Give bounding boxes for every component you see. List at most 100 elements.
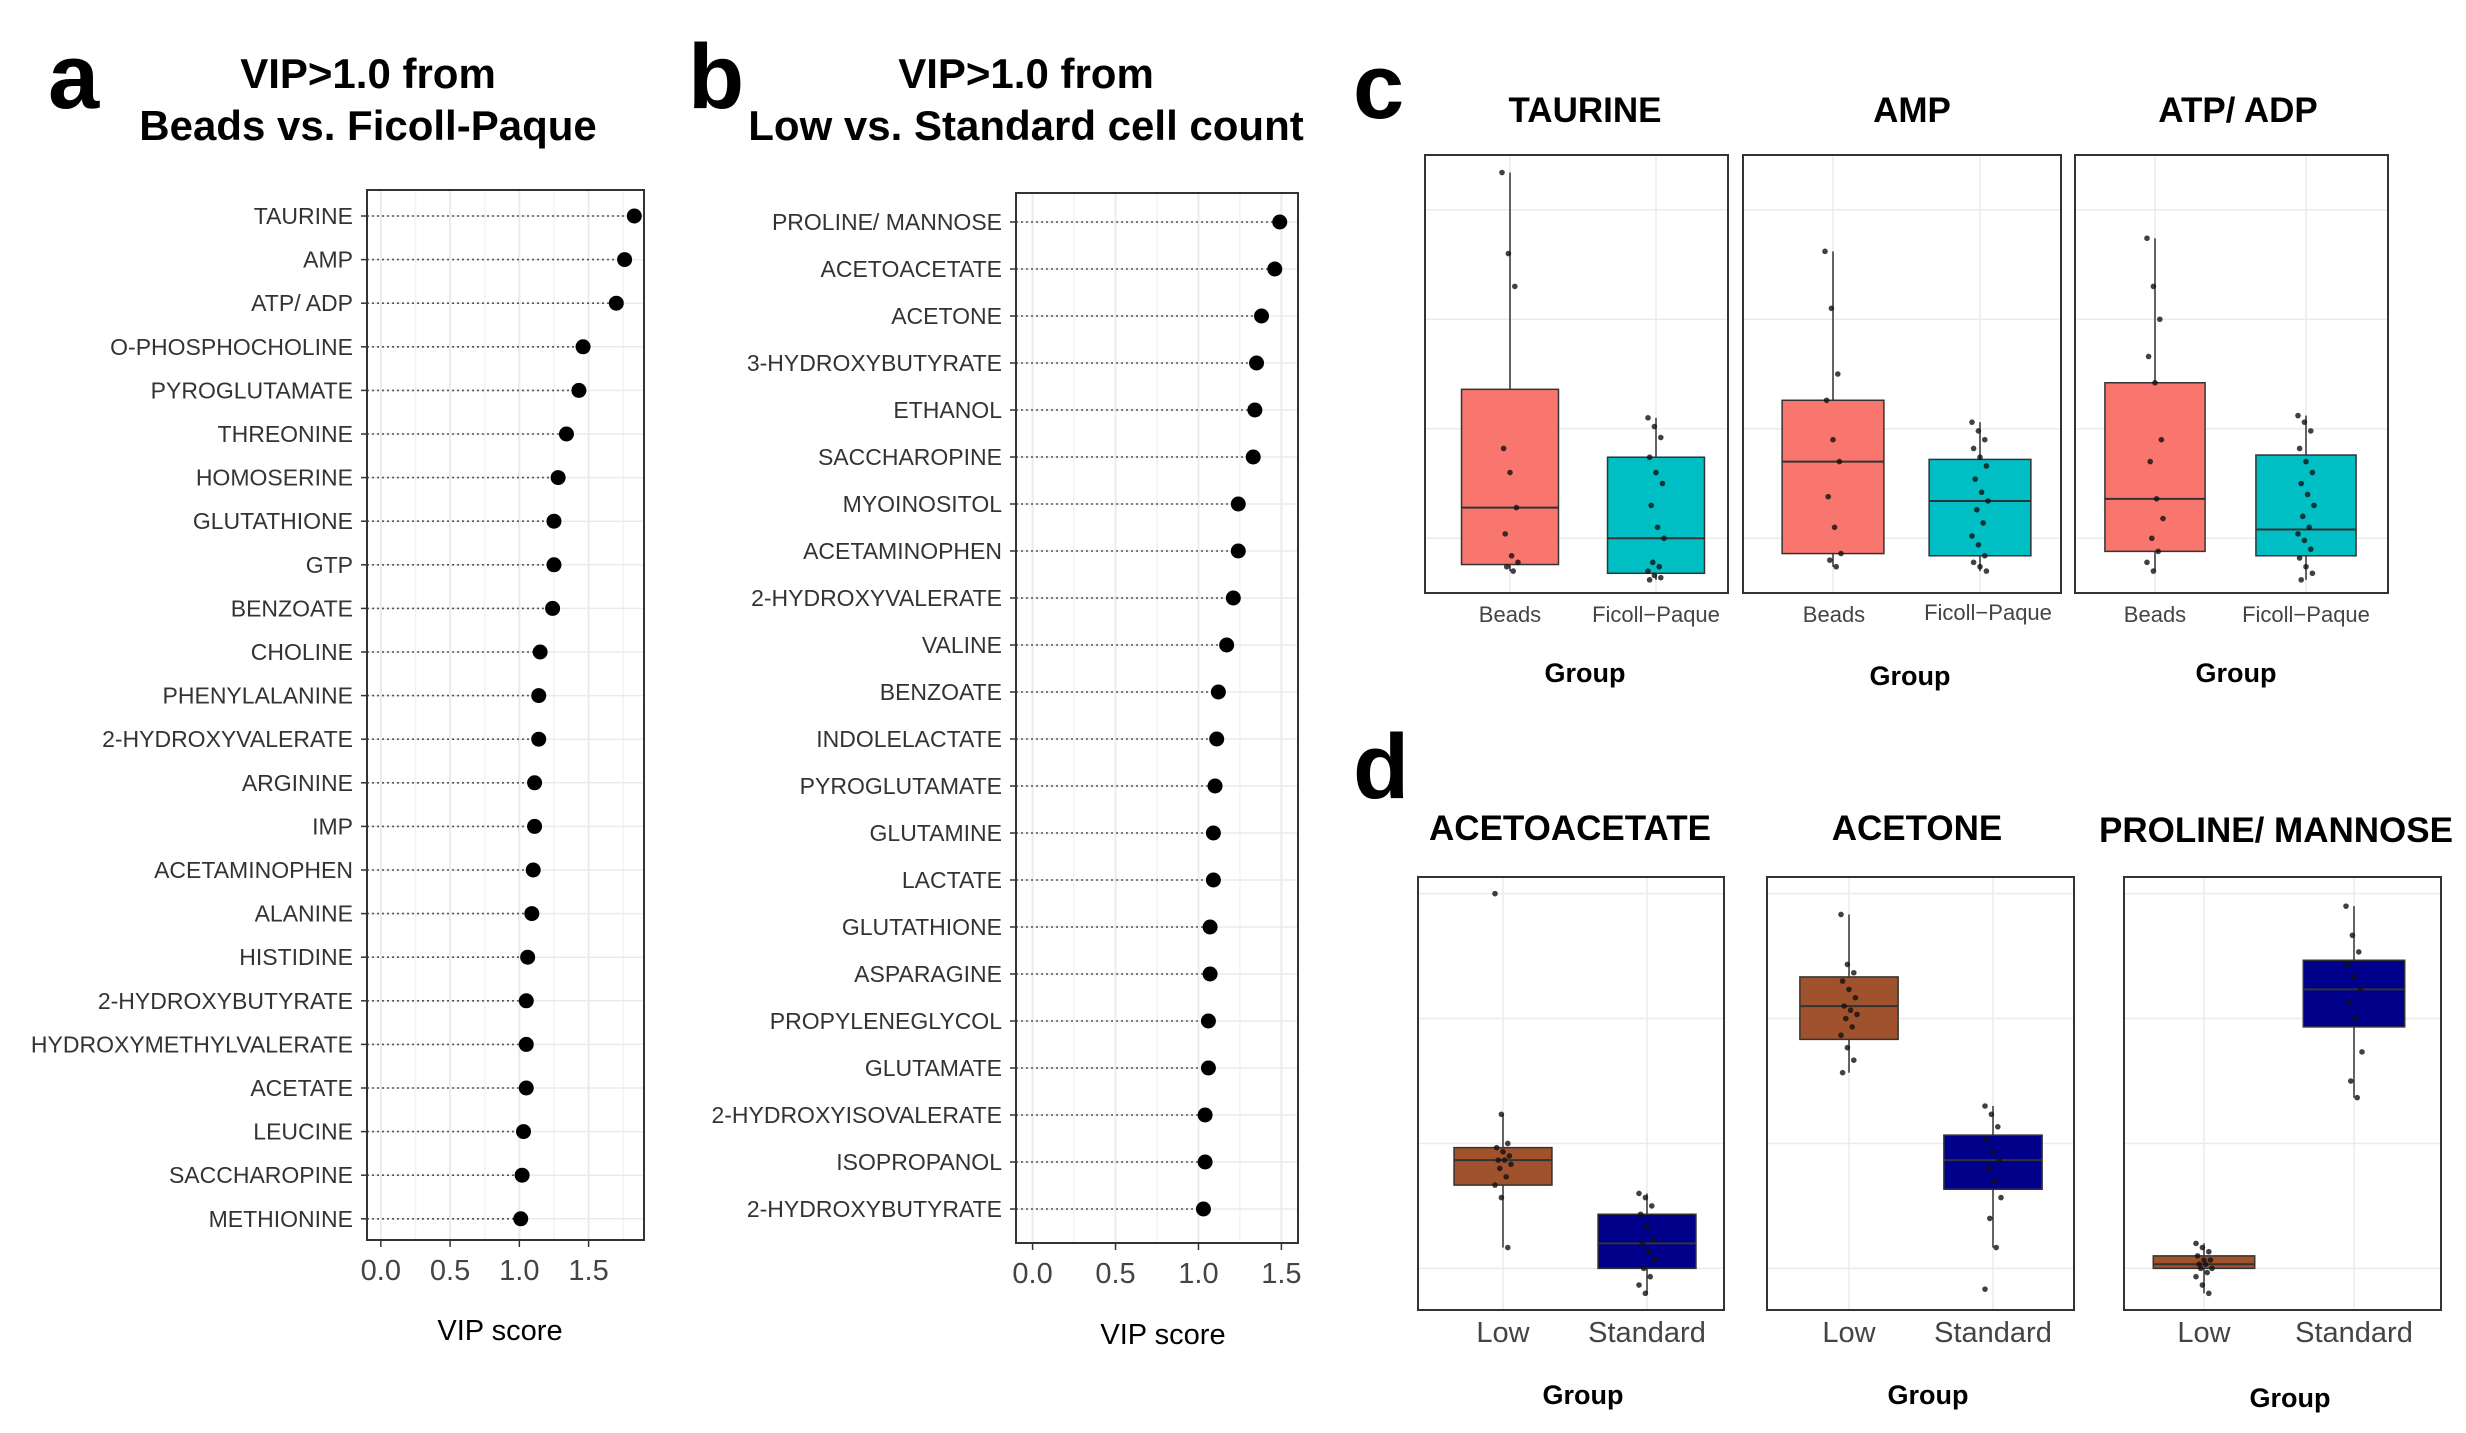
panel-c-0-point [1499,169,1505,176]
panel-b-xtick-label: 1.0 [1178,1258,1218,1290]
panel-c-0-plot [1424,154,1729,594]
panel-c-0-point [1500,445,1507,452]
panel-b-category-label: ASPARAGINE [854,961,1002,987]
panel-c-1-box [1781,399,1885,555]
panel-b-point [1245,449,1261,465]
panel-c-2-point [2309,469,2316,476]
panel-b-xtick-label: 1.5 [1261,1258,1301,1290]
panel-c-amp-xlabel: Group [1870,661,1951,691]
panel-b-point [1197,1154,1213,1170]
panel-b-point [1202,919,1218,935]
panel-c-0-point [1515,559,1521,566]
panel-d-acetoacetate-tick-standard: Standard [1588,1317,1706,1349]
panel-d-2-plot [2123,876,2442,1311]
panel-d-1-point [1851,1057,1857,1063]
panel-a-point [531,688,547,704]
panel-b-point [1195,1201,1211,1217]
panel-d-1-point [1838,911,1844,918]
panel-c-0-point [1646,577,1653,583]
panel-c-2-plot [2074,154,2389,594]
panel-b-category-label: 2-HYDROXYISOVALERATE [711,1102,1002,1128]
panel-c-1-point [1833,563,1839,570]
panel-d-0-panel-border [1417,876,1725,1311]
panel-b-category-label: INDOLELACTATE [816,726,1002,752]
panel-d-0-point [1506,1153,1513,1159]
panel-c-1-point [1982,552,1988,559]
panel-d-2-point [2356,949,2362,955]
panel-c-0-point [1513,504,1520,511]
panel-d-1-point [1987,1215,1993,1222]
panel-c-2-point [2152,379,2158,386]
panel-c-1-point [1975,542,1982,548]
panel-d-2-point [2207,1257,2214,1263]
panel-b-category-label: LACTATE [902,867,1002,893]
panel-c-0-box [1606,456,1706,575]
panel-d-1-point [1844,961,1851,968]
panel-a-point [617,252,633,268]
panel-b-point [1202,966,1218,982]
panel-d-1-point [1988,1111,1995,1118]
panel-c-2-point [2158,436,2165,443]
panel-d-0-point [1642,1290,1649,1297]
panel-b-plot: PROLINE/ MANNOSE ACETOACETATE ACETONE 3-HYD… [711,192,1302,1290]
panel-b-category-label: GLUTAMINE [870,820,1002,846]
panel-d-2-point [2354,1094,2360,1101]
panel-b-point [1209,731,1225,747]
panel-b-category-label: ETHANOL [893,397,1002,423]
panel-d-1-point [1983,1136,1990,1143]
panel-c-1-plot [1742,154,2062,594]
panel-d-0-point [1497,1165,1503,1172]
panel-a-category-label: 2-HYDROXYBUTYRATE [98,988,353,1014]
panel-a-point [518,993,534,1009]
panel-d-1-point [1851,969,1857,976]
panel-a-category-label: PYROGLUTAMATE [151,377,353,403]
panel-letter-d: d [1353,716,1409,818]
panel-c-2-point [2308,428,2314,434]
panel-a-category-label: AMP [303,247,353,273]
panel-b-point [1267,261,1283,277]
panel-b-point [1205,825,1221,841]
panel-a-category-label: HYDROXYMETHYLVALERATE [31,1031,353,1057]
panel-d-0-point [1498,1194,1505,1201]
panel-d-acetone-tick-low: Low [1822,1317,1876,1349]
panel-b-point [1200,1013,1216,1029]
panel-b-point [1225,590,1241,606]
panel-a-category-label: PHENYLALANINE [163,683,353,709]
panel-a-title-line2: Beads vs. Ficoll-Paque [139,102,597,149]
panel-b-category-label: 2-HYDROXYBUTYRATE [747,1196,1002,1222]
panel-d-0-point [1644,1223,1650,1230]
panel-c-0-point [1651,423,1658,430]
panel-c-1-point [1830,436,1836,443]
panel-c-1-point [1825,493,1831,500]
panel-c-1-panel-border [1742,154,2062,594]
panel-d-2-point [2352,1015,2359,1022]
panel-c-amp-tick-beads: Beads [1803,602,1865,627]
panel-b-category-label: VALINE [922,632,1002,658]
panel-c-2-point [2153,496,2160,502]
panel-a-category-label: O-PHOSPHOCHOLINE [110,334,353,360]
panel-d-1-point [1991,1178,1998,1184]
panel-a-point [545,600,561,616]
panel-a-category-label: IMP [312,813,353,839]
panel-c-0-point [1510,568,1516,574]
panel-c-2-point [2303,563,2309,570]
panel-c-1-point [1828,305,1835,312]
panel-a-point [527,818,543,834]
panel-d-0-point [1498,1111,1505,1118]
panel-c-0-point [1661,535,1667,542]
panel-letter-c: c [1353,36,1404,138]
panel-b-panel-border [1015,192,1299,1244]
panel-b-point [1205,872,1221,888]
panel-d-2-point [2359,1049,2365,1055]
panel-a-category-label: HISTIDINE [239,944,353,970]
panel-d-0-point [1642,1194,1649,1201]
panel-c-0-point [1654,524,1661,531]
panel-c-2-point [2296,445,2303,452]
panel-b-point [1197,1107,1213,1123]
panel-c-1-point [1983,568,1990,574]
panel-d-proline-tick-standard: Standard [2295,1317,2413,1349]
panel-d-2-point [2206,1290,2212,1297]
panel-c-1-point [1969,533,1975,539]
panel-c-1-point [1974,506,1980,513]
panel-a-category-label: ARGININE [242,770,353,796]
